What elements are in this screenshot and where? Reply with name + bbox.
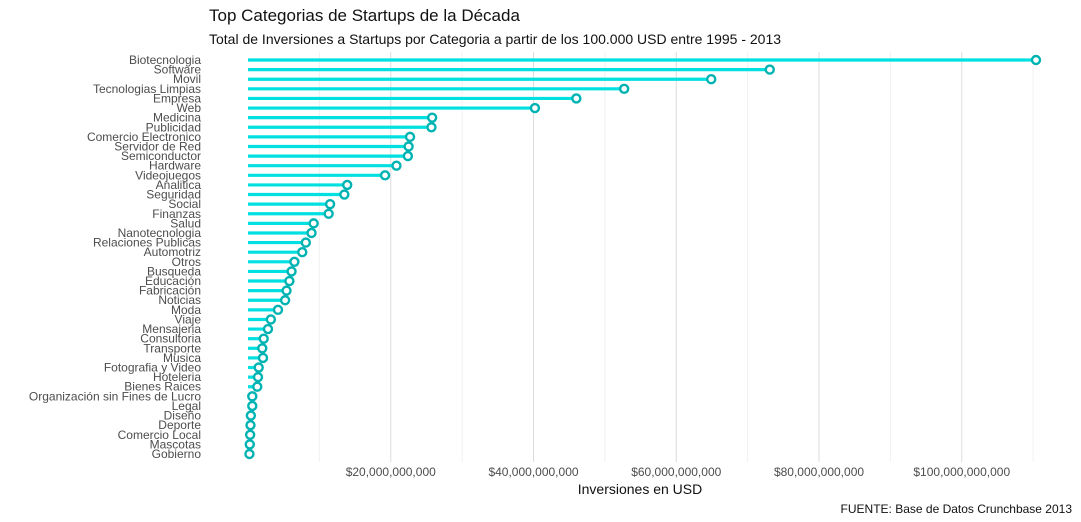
category-label: Deporte — [158, 418, 201, 432]
lollipop-point — [403, 141, 414, 152]
category-label: Legal — [172, 399, 201, 413]
lollipop-stems — [248, 58, 1036, 456]
category-label: Mascotas — [150, 437, 201, 451]
category-label: Viaje — [175, 312, 202, 326]
category-label: Movil — [173, 72, 201, 86]
x-tick-labels: $20,000,000,000 $40,000,000,000 $60,000,00… — [346, 465, 1011, 479]
category-label: Salud — [170, 216, 201, 230]
x-axis-label: Inversiones en USD — [578, 481, 703, 497]
lollipop-points — [244, 54, 1042, 460]
lollipop-point — [244, 429, 256, 440]
category-label: Comercio Local — [118, 428, 201, 442]
lollipop-point — [245, 410, 257, 421]
lollipop-point — [245, 419, 256, 431]
lollipop-point — [279, 295, 291, 306]
x-tick-label: $60,000,000,000 — [631, 465, 721, 479]
lollipop-point — [247, 400, 258, 412]
lollipop-point — [253, 362, 264, 373]
lollipop-point — [300, 237, 312, 248]
lollipop-point — [281, 285, 292, 296]
x-tick-label: $100,000,000,000 — [913, 465, 1010, 479]
lollipop-point — [342, 179, 353, 191]
lollipop-point — [426, 112, 438, 123]
grid-lines — [318, 52, 1034, 462]
category-label: Biotecnologia — [129, 53, 201, 67]
x-tick-label: $40,000,000,000 — [488, 465, 578, 479]
lollipop-point — [265, 314, 277, 325]
category-label: Social — [168, 197, 201, 211]
category-label: Comercio Electronico — [87, 130, 201, 144]
lollipop-point — [391, 160, 402, 171]
lollipop-point — [323, 208, 334, 219]
category-label: Organización sin Fines de Lucro — [29, 389, 201, 403]
lollipop-point — [262, 323, 274, 335]
lollipop-point — [244, 448, 255, 460]
category-label: Moda — [171, 303, 201, 317]
chart-caption: FUENTE: Base de Datos Crunchbase 2013 — [841, 502, 1073, 516]
lollipop-point — [324, 198, 336, 210]
chart-subtitle: Total de Inversiones a Startups por Cate… — [209, 31, 782, 47]
lollipop-point — [529, 102, 541, 114]
category-label: Gobierno — [152, 447, 202, 461]
category-label: Medicina — [153, 111, 201, 125]
category-label: Fotografia y Video — [104, 361, 201, 375]
category-label: Tecnologias Limpias — [93, 82, 201, 96]
lollipop-point — [571, 93, 582, 104]
category-label: Fabricación — [139, 284, 201, 298]
category-label: Servidor de Red — [114, 139, 201, 153]
lollipop-point — [402, 150, 414, 162]
category-label: Seguridad — [146, 188, 201, 202]
lollipop-point — [426, 122, 437, 133]
category-label: Automotriz — [144, 245, 201, 259]
lollipop-point — [247, 391, 258, 402]
category-label: Nanotecnologia — [118, 226, 202, 240]
category-label: Web — [177, 101, 202, 115]
category-label: Analitica — [156, 178, 202, 192]
category-label: Consultoria — [140, 332, 201, 346]
category-label: Semiconductor — [121, 149, 201, 163]
lollipop-point — [706, 74, 717, 85]
category-label: Transporte — [143, 341, 201, 355]
category-label: Empresa — [153, 91, 201, 105]
lollipop-point — [284, 275, 295, 287]
category-label: Finanzas — [152, 207, 201, 221]
category-label: Educación — [145, 274, 201, 288]
lollipop-point — [764, 64, 775, 75]
lollipop-point — [289, 256, 300, 268]
category-label: Videojuegos — [135, 168, 201, 182]
lollipop-point — [252, 381, 263, 392]
lollipop-point — [379, 170, 391, 181]
lollipop-point — [308, 218, 319, 229]
category-label: Diseño — [164, 409, 202, 423]
chart-title: Top Categorias de Startups de la Década — [209, 6, 520, 25]
category-label: Publicidad — [146, 120, 201, 134]
lollipop-point — [339, 189, 350, 200]
category-label: Musica — [163, 351, 201, 365]
category-label: Noticias — [158, 293, 201, 307]
lollipop-point — [244, 439, 255, 450]
category-label: Busqueda — [147, 264, 201, 278]
lollipop-point — [618, 83, 630, 95]
lollipop-point — [286, 266, 297, 277]
lollipop-point — [272, 304, 284, 316]
category-label: Mensajeria — [142, 322, 201, 336]
lollipop-point — [404, 131, 416, 143]
lollipop-point — [257, 343, 268, 354]
category-label: Bienes Raices — [124, 380, 201, 394]
x-tick-label: $80,000,000,000 — [774, 465, 864, 479]
category-label: Hoteleria — [153, 370, 201, 384]
category-label: Otros — [172, 255, 201, 269]
lollipop-point — [252, 371, 264, 383]
category-label: Software — [154, 63, 202, 77]
x-tick-label: $20,000,000,000 — [346, 465, 436, 479]
lollipop-point — [297, 246, 308, 258]
category-label: Relaciones Publicas — [93, 236, 201, 250]
category-label: Hardware — [149, 159, 201, 173]
lollipop-point — [257, 352, 269, 364]
lollipop-point — [306, 227, 317, 239]
lollipop-point — [1030, 54, 1042, 66]
lollipop-point — [258, 333, 269, 344]
